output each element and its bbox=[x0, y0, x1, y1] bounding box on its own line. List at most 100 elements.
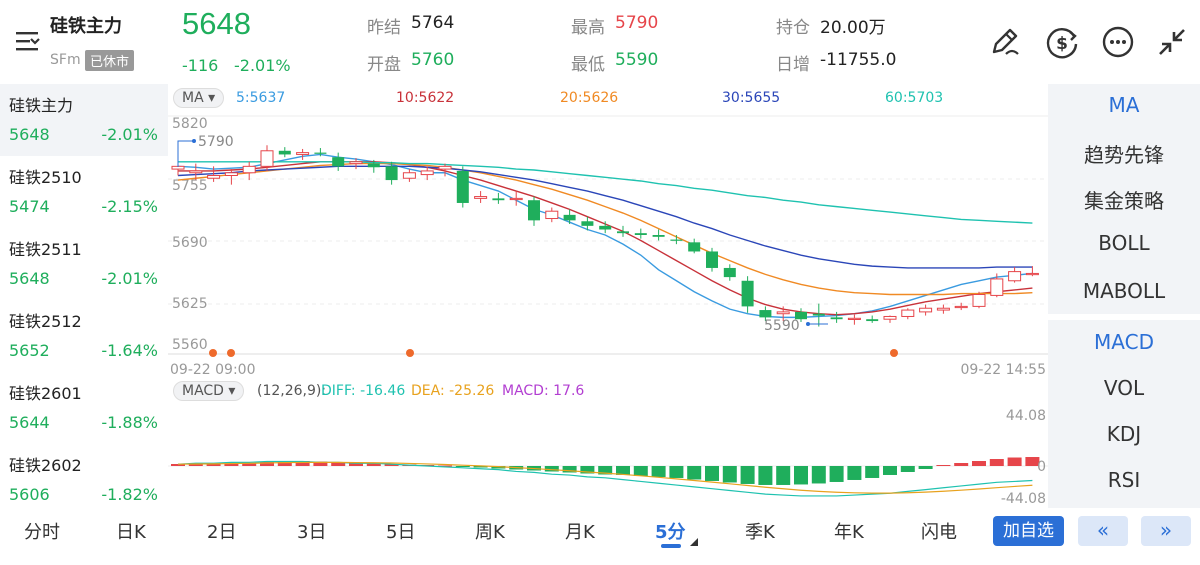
macd-bar bbox=[171, 464, 185, 466]
event-dot[interactable] bbox=[227, 349, 235, 357]
ma10-value: 10:5622 bbox=[396, 90, 455, 106]
chart-area[interactable]: MA ▾ 5:5637 10:5622 20:5626 30:5655 60:5… bbox=[168, 84, 1048, 508]
open-label: 开盘 bbox=[367, 55, 401, 75]
contract-item[interactable]: 硅铁2601 5644 -1.88% bbox=[0, 372, 168, 444]
tab-5min[interactable]: 5分 bbox=[655, 522, 686, 543]
tab-5day[interactable]: 5日 bbox=[386, 522, 416, 543]
candle bbox=[367, 163, 380, 168]
event-dot[interactable] bbox=[406, 349, 414, 357]
candle bbox=[332, 157, 345, 167]
indicator-maboll[interactable]: MABOLL bbox=[1082, 279, 1166, 303]
candle bbox=[492, 198, 505, 201]
event-dot[interactable] bbox=[890, 349, 898, 357]
contract-item-pct: -1.88% bbox=[101, 413, 158, 432]
candle bbox=[706, 251, 718, 268]
tab-timeshare[interactable]: 分时 bbox=[24, 522, 60, 543]
indicator-trend-pioneer[interactable]: 趋势先锋 bbox=[1084, 143, 1164, 167]
macd-bar bbox=[954, 463, 969, 466]
prev-contract-button[interactable]: « bbox=[1078, 516, 1128, 546]
macd-bar bbox=[829, 466, 844, 482]
macd-bar bbox=[313, 461, 328, 466]
macd-value: MACD: 17.6 bbox=[502, 383, 585, 399]
candle bbox=[242, 165, 256, 174]
price-change: -116 bbox=[182, 56, 219, 75]
chevron-left-icon: « bbox=[1096, 518, 1110, 542]
indicator-vol[interactable]: VOL bbox=[1103, 376, 1145, 400]
candle bbox=[509, 197, 523, 201]
y-tick-label: 5625 bbox=[172, 296, 208, 312]
tab-dropdown-icon[interactable] bbox=[690, 538, 698, 546]
macd-params: (12,26,9): bbox=[257, 383, 327, 399]
tab-2day[interactable]: 2日 bbox=[207, 522, 237, 543]
y-tick-label: 5755 bbox=[172, 178, 208, 194]
macd-bar bbox=[384, 464, 399, 466]
end-time-label: 09-22 14:55 bbox=[961, 362, 1046, 378]
macd-bar bbox=[277, 461, 292, 466]
contract-item-pct: -1.82% bbox=[101, 485, 158, 504]
macd-chart[interactable]: 44.08 0 -44.08 bbox=[168, 402, 1048, 508]
macd-bar bbox=[366, 463, 381, 466]
candlestick-chart[interactable]: 5820 5755 5690 5625 5560 5790 5590 09-22… bbox=[168, 108, 1048, 380]
low-marker: 5590 bbox=[764, 318, 800, 334]
add-watchlist-button[interactable]: 加自选 bbox=[993, 516, 1064, 546]
more-icon[interactable] bbox=[1098, 22, 1138, 62]
main-indicator-dropdown[interactable]: MA ▾ bbox=[173, 88, 225, 108]
tab-daily[interactable]: 日K bbox=[116, 522, 146, 543]
contract-item-price: 5474 bbox=[9, 197, 50, 216]
draw-icon[interactable] bbox=[986, 22, 1026, 62]
next-contract-button[interactable]: » bbox=[1141, 516, 1191, 546]
tab-quarterly[interactable]: 季K bbox=[745, 522, 775, 543]
high-marker: 5790 bbox=[198, 134, 234, 150]
sub-indicator-dropdown[interactable]: MACD ▾ bbox=[173, 381, 245, 401]
candle bbox=[954, 305, 968, 309]
tab-yearly[interactable]: 年K bbox=[834, 522, 864, 543]
sub-indicator-label: MACD bbox=[182, 383, 224, 399]
main-indicator-group: MA 趋势先锋 集金策略 BOLL MABOLL bbox=[1048, 84, 1200, 314]
indicator-kdj[interactable]: KDJ bbox=[1106, 422, 1142, 446]
last-price: 5648 bbox=[182, 6, 251, 41]
candle bbox=[545, 210, 559, 220]
tab-monthly[interactable]: 月K bbox=[565, 522, 595, 543]
indicator-ma[interactable]: MA bbox=[1108, 93, 1140, 117]
candle bbox=[847, 317, 861, 321]
collapse-icon[interactable] bbox=[1152, 22, 1192, 62]
candle bbox=[563, 214, 576, 221]
candle bbox=[1008, 271, 1022, 282]
contract-item[interactable]: 硅铁2510 5474 -2.15% bbox=[0, 156, 168, 228]
low-value: 5590 bbox=[615, 50, 659, 70]
candle bbox=[652, 235, 665, 237]
indicator-macd[interactable]: MACD bbox=[1094, 330, 1154, 354]
tab-weekly[interactable]: 周K bbox=[475, 522, 505, 543]
contract-item[interactable]: 硅铁2512 5652 -1.64% bbox=[0, 300, 168, 372]
contract-item-name: 硅铁2601 bbox=[9, 384, 82, 403]
contract-item-name: 硅铁主力 bbox=[9, 96, 74, 115]
contract-list: 硅铁主力 5648 -2.01% 硅铁2510 5474 -2.15% 硅铁25… bbox=[0, 84, 168, 508]
contract-name[interactable]: 硅铁主力 bbox=[50, 16, 122, 37]
indicator-rsi[interactable]: RSI bbox=[1107, 468, 1141, 492]
candle bbox=[224, 172, 238, 176]
macd-bar bbox=[865, 466, 880, 478]
contract-item[interactable]: 硅铁2602 5606 -1.82% bbox=[0, 444, 168, 508]
event-dot[interactable] bbox=[209, 349, 217, 357]
chevron-down-icon: ▾ bbox=[228, 383, 236, 399]
macd-bar bbox=[918, 466, 933, 469]
contract-item[interactable]: 硅铁2511 5648 -2.01% bbox=[0, 228, 168, 300]
macd-bar bbox=[1025, 457, 1040, 466]
candle bbox=[314, 152, 327, 154]
ma20-value: 20:5626 bbox=[560, 90, 619, 106]
tab-3day[interactable]: 3日 bbox=[297, 522, 327, 543]
candle bbox=[634, 233, 647, 235]
macd-bar bbox=[989, 459, 1004, 466]
contract-item[interactable]: 硅铁主力 5648 -2.01% bbox=[0, 84, 168, 156]
candle bbox=[901, 309, 915, 317]
candle bbox=[688, 242, 701, 252]
candle bbox=[385, 166, 398, 181]
indicator-boll[interactable]: BOLL bbox=[1098, 231, 1150, 255]
dollar-cycle-icon[interactable]: $ bbox=[1042, 22, 1082, 62]
svg-text:$: $ bbox=[1056, 34, 1068, 54]
indicator-gold-strategy[interactable]: 集金策略 bbox=[1084, 189, 1164, 213]
high-label: 最高 bbox=[571, 18, 605, 38]
candle bbox=[972, 294, 986, 307]
tab-flash[interactable]: 闪电 bbox=[921, 522, 957, 543]
menu-icon[interactable] bbox=[14, 30, 42, 52]
